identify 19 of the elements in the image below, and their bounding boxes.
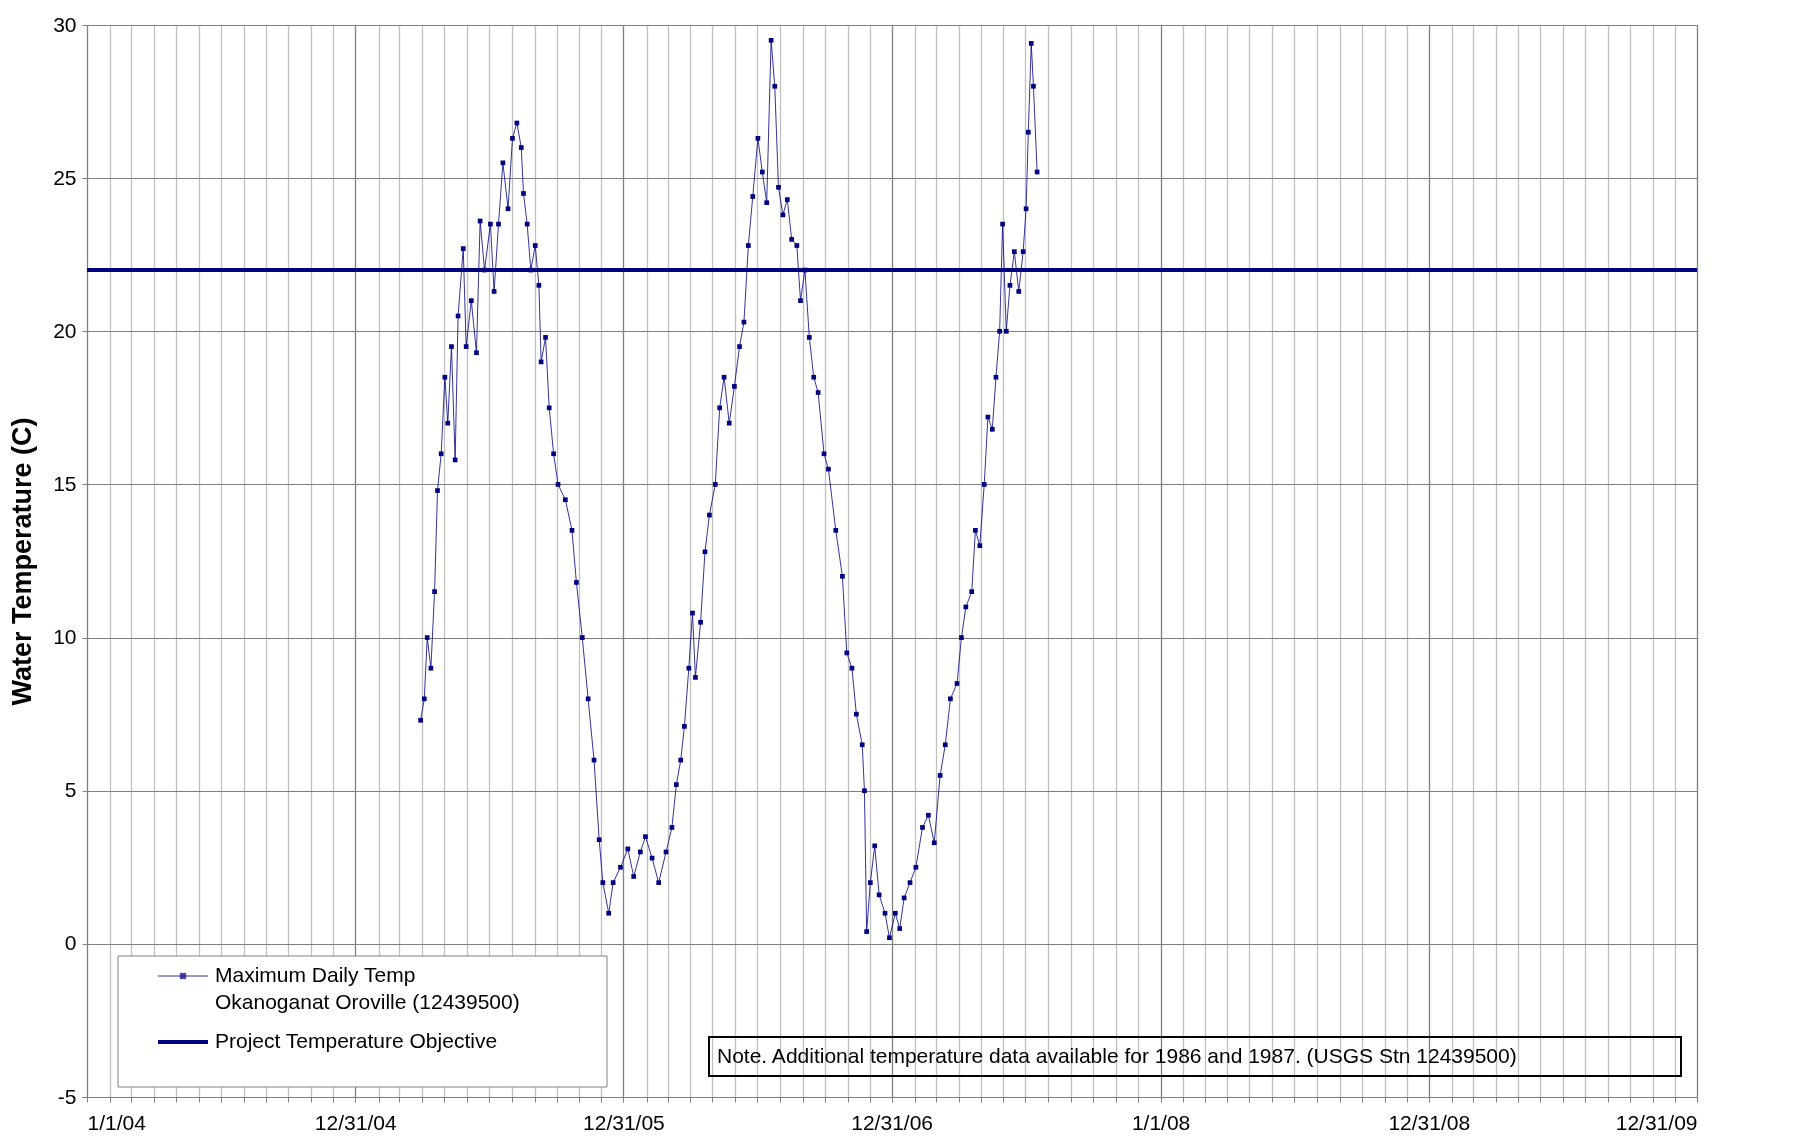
x-tick-label: 1/1/08 [1131,1110,1191,1134]
x-tick-label: 12/31/09 [1615,1110,1698,1134]
y-tick-label: 30 [53,12,77,36]
x-tick-label: 1/1/04 [87,1110,147,1134]
y-tick-label: 5 [64,778,77,802]
legend-label: Maximum Daily Temp Okanoganat Oroville (12439500) [215,963,520,1013]
annotation: Note. Additional temperature data available for 1986 and 1987. (USGS Stn 12439500) [717,1044,1517,1067]
x-tick-label: 12/31/04 [314,1110,397,1134]
y-tick-label: 20 [53,318,77,342]
y-tick-label: -5 [57,1084,77,1108]
x-tick-label: 12/31/08 [1388,1110,1471,1134]
y-tick-label: 25 [53,165,77,189]
legend-label: Project Temperature Objective [215,1029,498,1052]
x-tick-label: 12/31/05 [583,1110,665,1134]
x-tick-label: 12/31/06 [851,1110,934,1134]
y-axis-title: Water Temperature (C) [7,417,38,706]
y-tick-label: 0 [64,931,77,955]
y-tick-label: 10 [53,625,77,649]
y-tick-label: 15 [53,471,77,495]
